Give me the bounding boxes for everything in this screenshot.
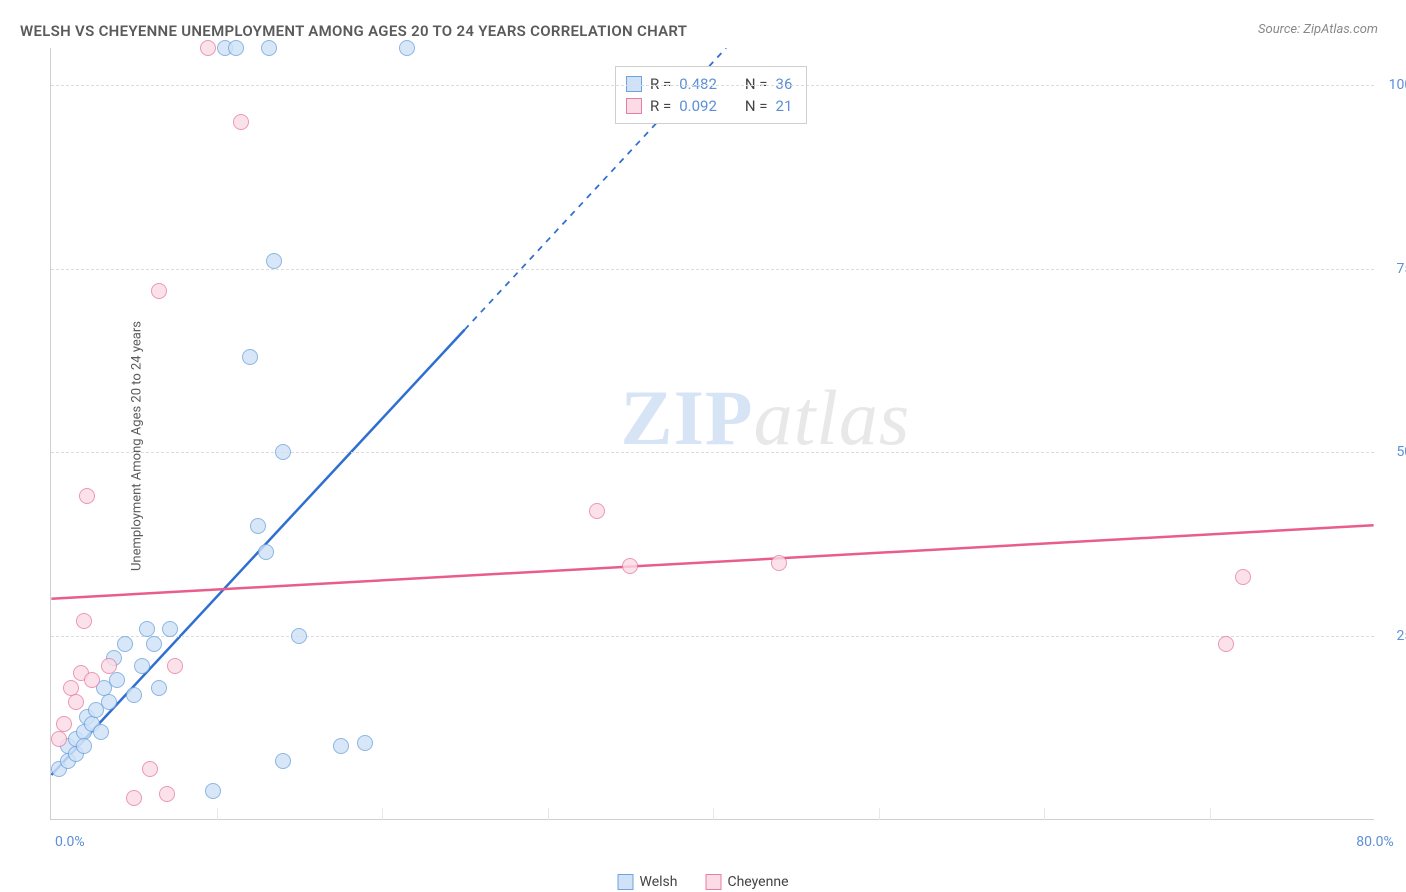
data-point-cheyenne xyxy=(51,731,67,747)
data-point-cheyenne xyxy=(233,114,249,130)
legend-label: Welsh xyxy=(640,874,678,890)
data-point-cheyenne xyxy=(76,613,92,629)
grid-line-v xyxy=(1044,808,1045,820)
data-point-welsh xyxy=(357,735,373,751)
data-point-cheyenne xyxy=(1235,569,1251,585)
chart-title: WELSH VS CHEYENNE UNEMPLOYMENT AMONG AGE… xyxy=(20,22,687,40)
grid-line-v xyxy=(382,808,383,820)
series-swatch xyxy=(626,98,642,114)
data-point-cheyenne xyxy=(200,40,216,56)
plot-area: ZIPatlas R =0.482N =36R =0.092N =21 25.0… xyxy=(50,48,1374,820)
trend-line-cheyenne xyxy=(51,525,1373,598)
data-point-welsh xyxy=(126,687,142,703)
data-point-welsh xyxy=(275,753,291,769)
data-point-cheyenne xyxy=(771,555,787,571)
data-point-cheyenne xyxy=(622,558,638,574)
legend-swatch xyxy=(705,874,721,890)
legend: Welsh Cheyenne xyxy=(618,874,789,890)
grid-line-h xyxy=(51,269,1374,270)
data-point-welsh xyxy=(101,694,117,710)
x-tick-label: 80.0% xyxy=(1356,834,1394,850)
grid-line-v xyxy=(713,808,714,820)
data-point-welsh xyxy=(146,636,162,652)
data-point-welsh xyxy=(109,672,125,688)
x-tick-label: 0.0% xyxy=(55,834,85,850)
data-point-welsh xyxy=(399,40,415,56)
data-point-welsh xyxy=(162,621,178,637)
stat-n-label: N = xyxy=(745,95,768,117)
stats-row: R = 0.092 N = 21 xyxy=(626,95,792,117)
data-point-cheyenne xyxy=(68,694,84,710)
trend-lines xyxy=(51,48,1374,819)
data-point-welsh xyxy=(76,738,92,754)
data-point-welsh xyxy=(134,658,150,674)
y-tick-label: 75.0% xyxy=(1384,261,1406,277)
legend-item-cheyenne: Cheyenne xyxy=(705,874,788,890)
data-point-cheyenne xyxy=(151,283,167,299)
data-point-welsh xyxy=(261,40,277,56)
y-tick-label: 100.0% xyxy=(1384,77,1406,93)
stat-n-value: 21 xyxy=(776,95,793,117)
data-point-welsh xyxy=(258,544,274,560)
data-point-cheyenne xyxy=(63,680,79,696)
data-point-welsh xyxy=(117,636,133,652)
data-point-cheyenne xyxy=(142,761,158,777)
data-point-cheyenne xyxy=(159,786,175,802)
grid-line-v xyxy=(217,808,218,820)
data-point-welsh xyxy=(242,349,258,365)
stats-box: R =0.482N =36R =0.092N =21 xyxy=(615,66,807,124)
data-point-cheyenne xyxy=(79,488,95,504)
data-point-cheyenne xyxy=(56,716,72,732)
correlation-chart: WELSH VS CHEYENNE UNEMPLOYMENT AMONG AGE… xyxy=(0,0,1406,892)
data-point-welsh xyxy=(333,738,349,754)
legend-item-welsh: Welsh xyxy=(618,874,678,890)
data-point-cheyenne xyxy=(84,672,100,688)
source-attribution: Source: ZipAtlas.com xyxy=(1258,22,1378,37)
data-point-welsh xyxy=(228,40,244,56)
grid-line-v xyxy=(1210,808,1211,820)
grid-line-h xyxy=(51,452,1374,453)
legend-swatch xyxy=(618,874,634,890)
grid-line-v xyxy=(879,808,880,820)
data-point-welsh xyxy=(93,724,109,740)
data-point-cheyenne xyxy=(101,658,117,674)
grid-line-v xyxy=(548,808,549,820)
data-point-welsh xyxy=(266,253,282,269)
y-tick-label: 50.0% xyxy=(1384,444,1406,460)
stat-r-label: R = xyxy=(650,95,671,117)
data-point-welsh xyxy=(275,444,291,460)
data-point-welsh xyxy=(151,680,167,696)
data-point-cheyenne xyxy=(167,658,183,674)
stat-r-value: 0.092 xyxy=(679,95,717,117)
y-tick-label: 25.0% xyxy=(1384,628,1406,644)
data-point-welsh xyxy=(139,621,155,637)
data-point-welsh xyxy=(205,783,221,799)
grid-line-h xyxy=(51,85,1374,86)
data-point-cheyenne xyxy=(589,503,605,519)
data-point-cheyenne xyxy=(1218,636,1234,652)
watermark: ZIPatlas xyxy=(621,373,911,463)
data-point-welsh xyxy=(291,628,307,644)
data-point-cheyenne xyxy=(126,790,142,806)
grid-line-h xyxy=(51,636,1374,637)
legend-label: Cheyenne xyxy=(727,874,788,890)
data-point-welsh xyxy=(250,518,266,534)
